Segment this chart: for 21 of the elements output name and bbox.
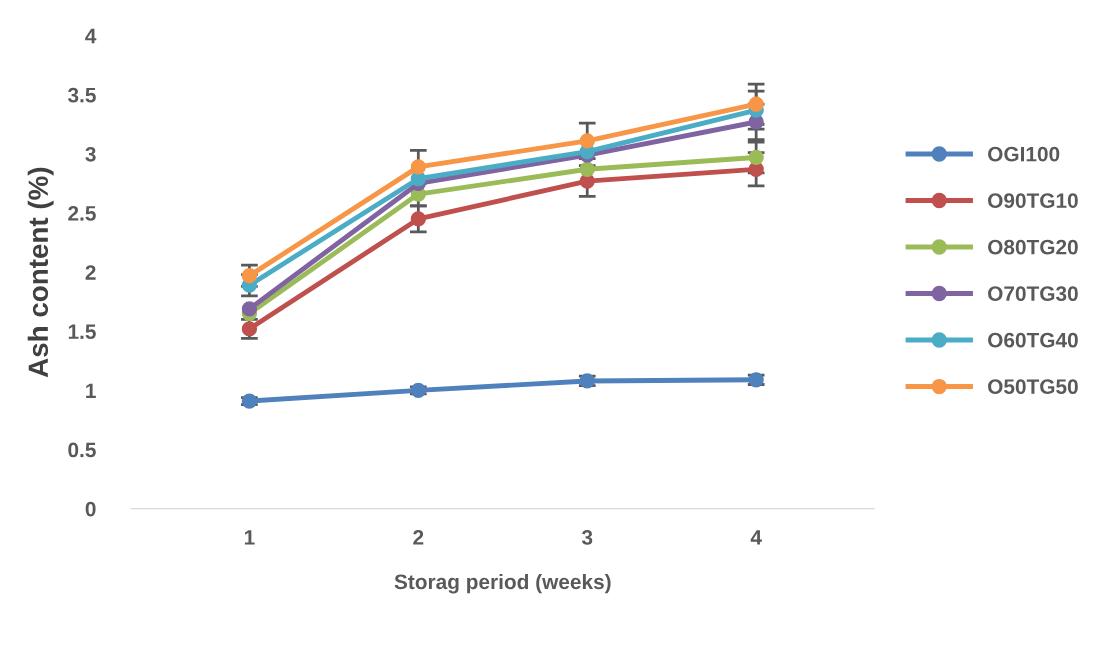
y-tick-label: 1 xyxy=(86,383,96,398)
x-tick-label: 3 xyxy=(581,530,593,545)
legend-label: OGI100 xyxy=(988,146,1060,162)
legend-label: O70TG30 xyxy=(988,286,1078,302)
y-tick-label: 2.5 xyxy=(68,206,96,221)
legend-label: O60TG40 xyxy=(988,332,1078,348)
legend-label: O90TG10 xyxy=(988,193,1078,208)
y-tick-label: 3 xyxy=(85,146,96,162)
y-axis-title: Ash content (%) xyxy=(27,167,54,378)
legend-label: O50TG50 xyxy=(988,379,1078,395)
legend-label: O80TG20 xyxy=(988,239,1078,255)
x-axis-title: Storag period (weeks) xyxy=(394,573,611,594)
y-tick-label: 0.5 xyxy=(68,442,96,458)
x-tick-label: 2 xyxy=(413,530,424,545)
y-tick-label: 0 xyxy=(85,501,96,517)
y-tick-label: 2 xyxy=(85,265,96,280)
y-tick-label: 1.5 xyxy=(68,324,96,340)
y-tick-label: 3.5 xyxy=(67,87,96,103)
x-tick-label: 1 xyxy=(244,530,255,545)
x-tick-label: 4 xyxy=(750,530,762,545)
y-tick-label: 4 xyxy=(85,28,97,44)
